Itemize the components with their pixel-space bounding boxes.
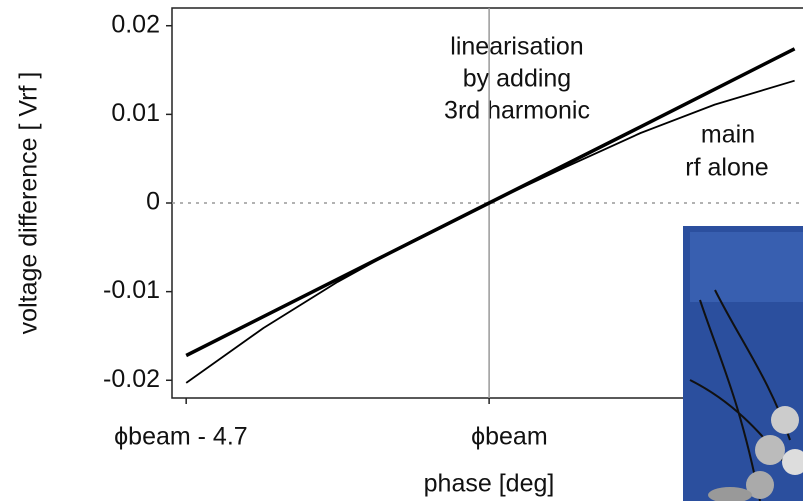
annotation: main [701, 121, 755, 149]
y-tick-label: 0 [146, 188, 160, 216]
annotation: 3rd harmonic [444, 97, 590, 125]
photo-detail [755, 435, 785, 465]
y-tick-label: 0.02 [111, 10, 160, 38]
photo-detail [690, 232, 803, 302]
y-tick-label: -0.02 [103, 365, 160, 393]
photo-detail [771, 406, 799, 434]
y-tick-label: -0.01 [103, 276, 160, 304]
photo-detail [708, 487, 752, 501]
data-line [185, 79, 795, 384]
x-axis-label: phase [deg] [424, 470, 555, 498]
annotation: rf alone [685, 154, 768, 182]
photo-inset [683, 226, 803, 501]
x-tick-label: ϕbeam [471, 423, 548, 451]
photo-detail [746, 471, 774, 499]
y-tick-label: 0.01 [111, 99, 160, 127]
photo-detail [782, 449, 803, 475]
annotations: linearisation by adding 3rd harmonic mai… [444, 33, 769, 182]
y-axis-label: voltage difference [ Vrf ] [15, 72, 43, 335]
x-tick-label: ϕbeam - 4.7 [114, 423, 248, 451]
annotation: linearisation [450, 33, 583, 61]
annotation: by adding [463, 65, 571, 93]
